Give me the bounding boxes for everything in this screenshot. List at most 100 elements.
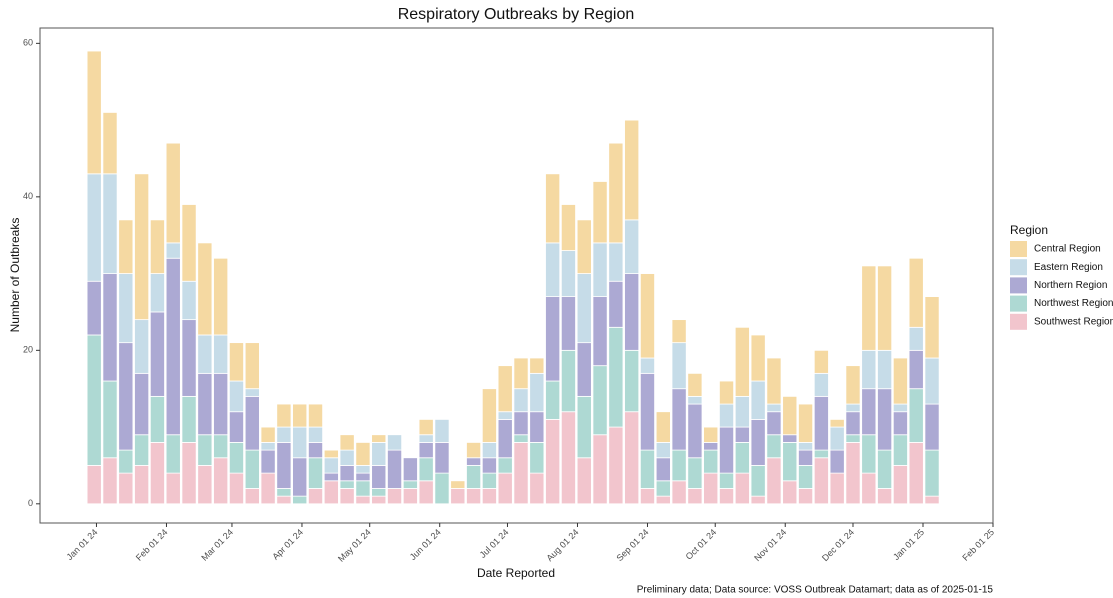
bar-segment [766, 457, 782, 505]
x-tick-label: Dec 01 24 [820, 527, 856, 563]
bar-segment [845, 403, 861, 413]
bar-segment [877, 265, 893, 351]
chart-title: Respiratory Outbreaks by Region [398, 6, 635, 23]
bar-segment [134, 173, 150, 321]
bar-segment [276, 442, 292, 489]
bar-segment [418, 418, 434, 436]
bar-segment [497, 365, 513, 413]
bar-segment [908, 349, 924, 390]
bar-segment [402, 457, 418, 482]
bar-segment [576, 219, 592, 274]
bar-segment [307, 426, 324, 443]
bar-segment [813, 457, 829, 505]
bar-segment [339, 465, 355, 482]
bar-segment [165, 242, 181, 259]
bar-segment [750, 334, 766, 382]
bar-segment [181, 280, 197, 321]
bar-segment [371, 465, 387, 489]
bar-segment [323, 457, 339, 474]
bar-segment [608, 280, 624, 328]
bar-segment [86, 173, 102, 282]
bar-segment [829, 418, 845, 428]
bar-segment [719, 472, 735, 489]
bar-segment [529, 442, 545, 474]
legend-swatch [1010, 277, 1027, 294]
bar-segment [481, 388, 497, 443]
bar-segment [734, 472, 750, 505]
bar-segment [687, 403, 703, 459]
bar-segment [608, 142, 624, 244]
bar-segment [102, 457, 118, 505]
bar-segment [418, 442, 434, 459]
legend-swatch [1010, 241, 1027, 257]
bar-segment [165, 434, 181, 474]
bar-segment [165, 142, 181, 244]
bar-segment [371, 488, 387, 497]
bar-segment [671, 480, 687, 505]
bar-segment [798, 449, 814, 466]
bar-segment [355, 495, 371, 505]
bar-segment [165, 472, 181, 505]
legend-swatch [1010, 295, 1027, 312]
bar-segment [213, 372, 229, 436]
bar-segment [813, 449, 829, 459]
bar-segment [782, 434, 798, 443]
bar-segment [576, 457, 592, 505]
bar-segment [734, 426, 750, 443]
bar-segment [292, 457, 308, 497]
bar-segment [576, 395, 592, 459]
bar-segment [734, 326, 750, 397]
bar-segment [276, 495, 292, 505]
legend-label: Southwest Region [1034, 316, 1113, 327]
bar-segment [892, 357, 908, 405]
bar-segment [719, 488, 735, 505]
bar-segment [244, 388, 260, 397]
bar-segment [545, 296, 561, 382]
bar-segment [197, 372, 213, 436]
bar-segment [734, 395, 750, 428]
bar-segment [497, 472, 513, 505]
bar-segment [892, 403, 908, 413]
bar-segment [813, 372, 829, 397]
bar-segment [244, 488, 260, 505]
bar-segment [497, 418, 513, 459]
bar-segment [655, 442, 671, 459]
bar-segment [86, 280, 102, 336]
bar-segment [165, 257, 181, 436]
bar-segment [766, 434, 782, 459]
bar-segment [86, 50, 102, 175]
bar-segment [639, 273, 655, 359]
bar-segment [402, 488, 418, 505]
bar-segment [703, 442, 719, 451]
bar-segment [639, 357, 655, 374]
bar-segment [355, 465, 371, 474]
x-tick-label: Mar 01 24 [199, 527, 235, 563]
legend-label: Central Region [1034, 244, 1101, 255]
bar-segment [86, 334, 102, 466]
bar-segment [829, 449, 845, 474]
bar-segment [861, 434, 877, 474]
bar-segment [466, 488, 482, 505]
bar-segment [924, 449, 940, 497]
bar-segment [513, 388, 529, 413]
bar-segment [181, 319, 197, 397]
bar-segment [734, 442, 750, 474]
bar-segment [102, 173, 118, 274]
legend-label: Eastern Region [1034, 262, 1103, 273]
bar-segment [339, 488, 355, 505]
bar-segment [750, 380, 766, 420]
bar-segment [845, 365, 861, 405]
bar-segment [466, 465, 482, 489]
bar-segment [134, 465, 150, 505]
bar-segment [766, 403, 782, 413]
bar-segment [228, 342, 244, 382]
bar-segment [118, 342, 134, 451]
bar-segment [576, 273, 592, 344]
bar-segment [418, 457, 434, 482]
bar-segment [149, 219, 165, 274]
bar-segment [213, 457, 229, 505]
bar-segment [387, 434, 403, 451]
bar-segment [102, 380, 118, 459]
bar-segment [719, 426, 735, 474]
